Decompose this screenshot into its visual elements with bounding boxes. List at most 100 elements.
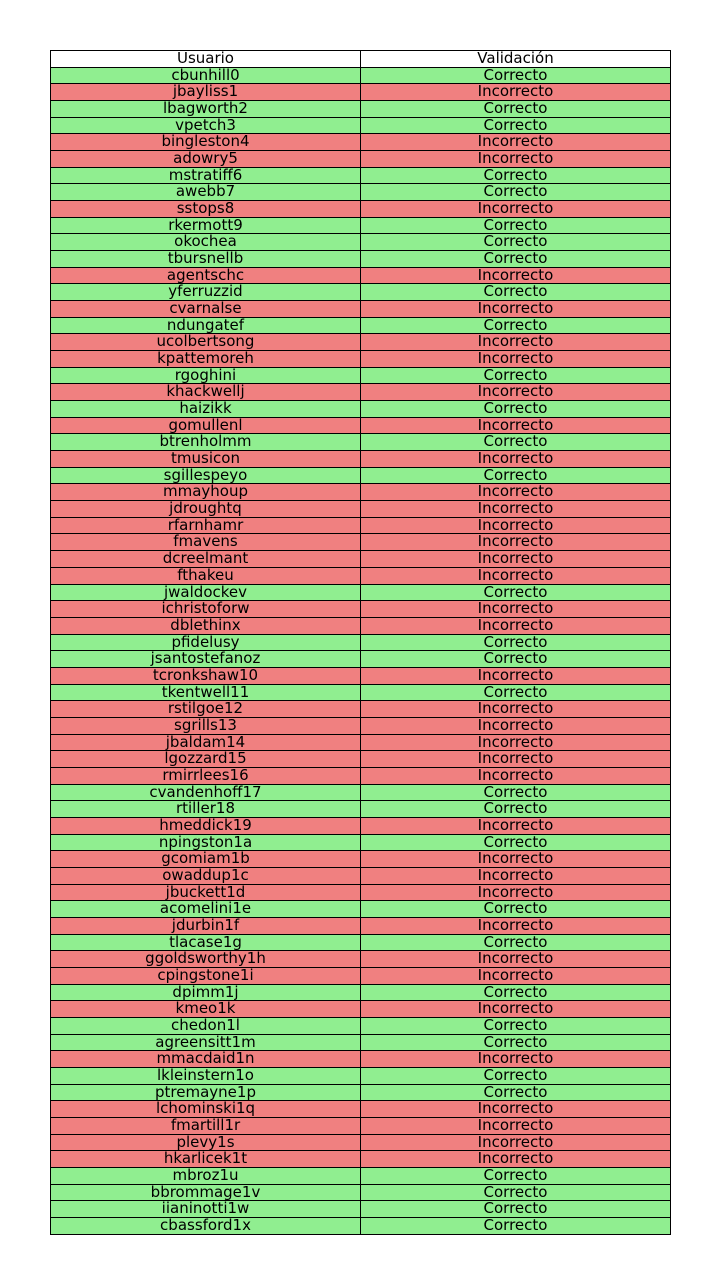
table-row: gomullenl Incorrecto <box>50 416 671 435</box>
table-row: cbassford1x Correcto <box>50 1217 671 1235</box>
validation-cell: Correcto <box>360 833 671 852</box>
validation-cell: Correcto <box>360 1183 671 1202</box>
table-row: mstratiff6 Correcto <box>50 166 671 185</box>
validation-cell: Incorrecto <box>360 700 671 718</box>
validation-cell: Correcto <box>360 283 671 302</box>
user-cell: jdroughtq <box>50 500 361 518</box>
table-row: plevy1s Incorrecto <box>50 1133 671 1152</box>
user-cell: dcreelmant <box>50 550 361 568</box>
header-validacion: Validación <box>360 50 671 68</box>
user-cell: cvarnalse <box>50 300 361 318</box>
table-row: dpimm1j Correcto <box>50 983 671 1002</box>
user-cell: bingleston4 <box>50 133 361 152</box>
user-cell: ichristoforw <box>50 600 361 618</box>
table-row: kmeo1k Incorrecto <box>50 1000 671 1018</box>
table-row: fmartill1r Incorrecto <box>50 1117 671 1135</box>
validation-cell: Correcto <box>360 66 671 85</box>
validation-cell: Incorrecto <box>360 816 671 835</box>
validation-cell: Incorrecto <box>360 1000 671 1018</box>
user-cell: tbursnellb <box>50 250 361 268</box>
validation-cell: Correcto <box>360 900 671 918</box>
table-row: cvandenhoff17 Correcto <box>50 783 671 802</box>
user-cell: fthakeu <box>50 566 361 585</box>
table-row: rkermott9 Correcto <box>50 216 671 235</box>
table-row: rgoghini Correcto <box>50 366 671 385</box>
user-cell: fmavens <box>50 533 361 552</box>
table-row: sstops8 Incorrecto <box>50 200 671 218</box>
table-row: ptremayne1p Correcto <box>50 1083 671 1102</box>
table-row: sgrills13 Incorrecto <box>50 716 671 735</box>
table-row: tlacase1g Correcto <box>50 933 671 952</box>
user-cell: cvandenhoff17 <box>50 783 361 802</box>
table-row: rtiller18 Correcto <box>50 800 671 818</box>
user-cell: lkleinstern1o <box>50 1066 361 1085</box>
validation-cell: Correcto <box>360 116 671 135</box>
validation-cell: Incorrecto <box>360 966 671 985</box>
validation-cell: Correcto <box>360 433 671 452</box>
user-cell: ptremayne1p <box>50 1083 361 1102</box>
table-row: agentschc Incorrecto <box>50 266 671 285</box>
validation-cell: Correcto <box>360 1083 671 1102</box>
user-cell: mmacdaid1n <box>50 1050 361 1068</box>
user-cell: hmeddick19 <box>50 816 361 835</box>
table-row: kpattemoreh Incorrecto <box>50 350 671 368</box>
validation-cell: Correcto <box>360 400 671 418</box>
user-cell: gomullenl <box>50 416 361 435</box>
validation-cell: Incorrecto <box>360 83 671 102</box>
user-cell: btrenholmm <box>50 433 361 452</box>
validation-cell: Correcto <box>360 100 671 118</box>
validation-cell: Incorrecto <box>360 383 671 402</box>
table-row: btrenholmm Correcto <box>50 433 671 452</box>
user-cell: plevy1s <box>50 1133 361 1152</box>
table-row: lgozzard15 Incorrecto <box>50 750 671 768</box>
validation-cell: Correcto <box>360 1200 671 1219</box>
table-row: jdurbin1f Incorrecto <box>50 916 671 935</box>
user-cell: tlacase1g <box>50 933 361 952</box>
validation-cell: Incorrecto <box>360 416 671 435</box>
user-cell: rstilgoe12 <box>50 700 361 718</box>
user-cell: dblethinx <box>50 616 361 635</box>
user-cell: jwaldockev <box>50 583 361 602</box>
user-cell: pfidelusy <box>50 633 361 652</box>
user-cell: tmusicon <box>50 450 361 468</box>
validation-cell: Incorrecto <box>360 916 671 935</box>
validation-cell: Correcto <box>360 1016 671 1035</box>
validation-cell: Correcto <box>360 800 671 818</box>
header-row: Usuario Validación <box>50 50 671 68</box>
validation-cell: Correcto <box>360 633 671 652</box>
validation-cell: Correcto <box>360 466 671 485</box>
validation-cell: Incorrecto <box>360 200 671 218</box>
user-cell: jbayliss1 <box>50 83 361 102</box>
table-row: mmayhoup Incorrecto <box>50 483 671 502</box>
user-cell: okochea <box>50 233 361 252</box>
user-cell: agreensitt1m <box>50 1033 361 1052</box>
validation-cell: Correcto <box>360 650 671 668</box>
validation-cell: Incorrecto <box>360 450 671 468</box>
validation-cell: Incorrecto <box>360 666 671 685</box>
validation-cell: Incorrecto <box>360 550 671 568</box>
user-cell: owaddup1c <box>50 866 361 885</box>
validation-cell: Correcto <box>360 583 671 602</box>
validation-cell: Incorrecto <box>360 716 671 735</box>
table-row: rfarnhamr Incorrecto <box>50 516 671 535</box>
validation-cell: Incorrecto <box>360 333 671 352</box>
validation-cell: Correcto <box>360 933 671 952</box>
user-cell: cpingstone1i <box>50 966 361 985</box>
validation-cell: Correcto <box>360 366 671 385</box>
table-row: ichristoforw Incorrecto <box>50 600 671 618</box>
validation-cell: Correcto <box>360 683 671 702</box>
validation-cell: Correcto <box>360 1033 671 1052</box>
validation-cell: Incorrecto <box>360 1050 671 1068</box>
table-row: gcomiam1b Incorrecto <box>50 850 671 868</box>
user-cell: jbaldam14 <box>50 733 361 752</box>
table-row: tbursnellb Correcto <box>50 250 671 268</box>
table-row: tcronkshaw10 Incorrecto <box>50 666 671 685</box>
table-row: jbayliss1 Incorrecto <box>50 83 671 102</box>
table-row: iianinotti1w Correcto <box>50 1200 671 1219</box>
table-row: dcreelmant Incorrecto <box>50 550 671 568</box>
user-cell: jbuckett1d <box>50 883 361 902</box>
validation-cell: Incorrecto <box>360 483 671 502</box>
table-row: bingleston4 Incorrecto <box>50 133 671 152</box>
validation-cell: Incorrecto <box>360 133 671 152</box>
validation-table: Usuario Validación cbunhill0 Correcto jbay… <box>50 50 671 1235</box>
